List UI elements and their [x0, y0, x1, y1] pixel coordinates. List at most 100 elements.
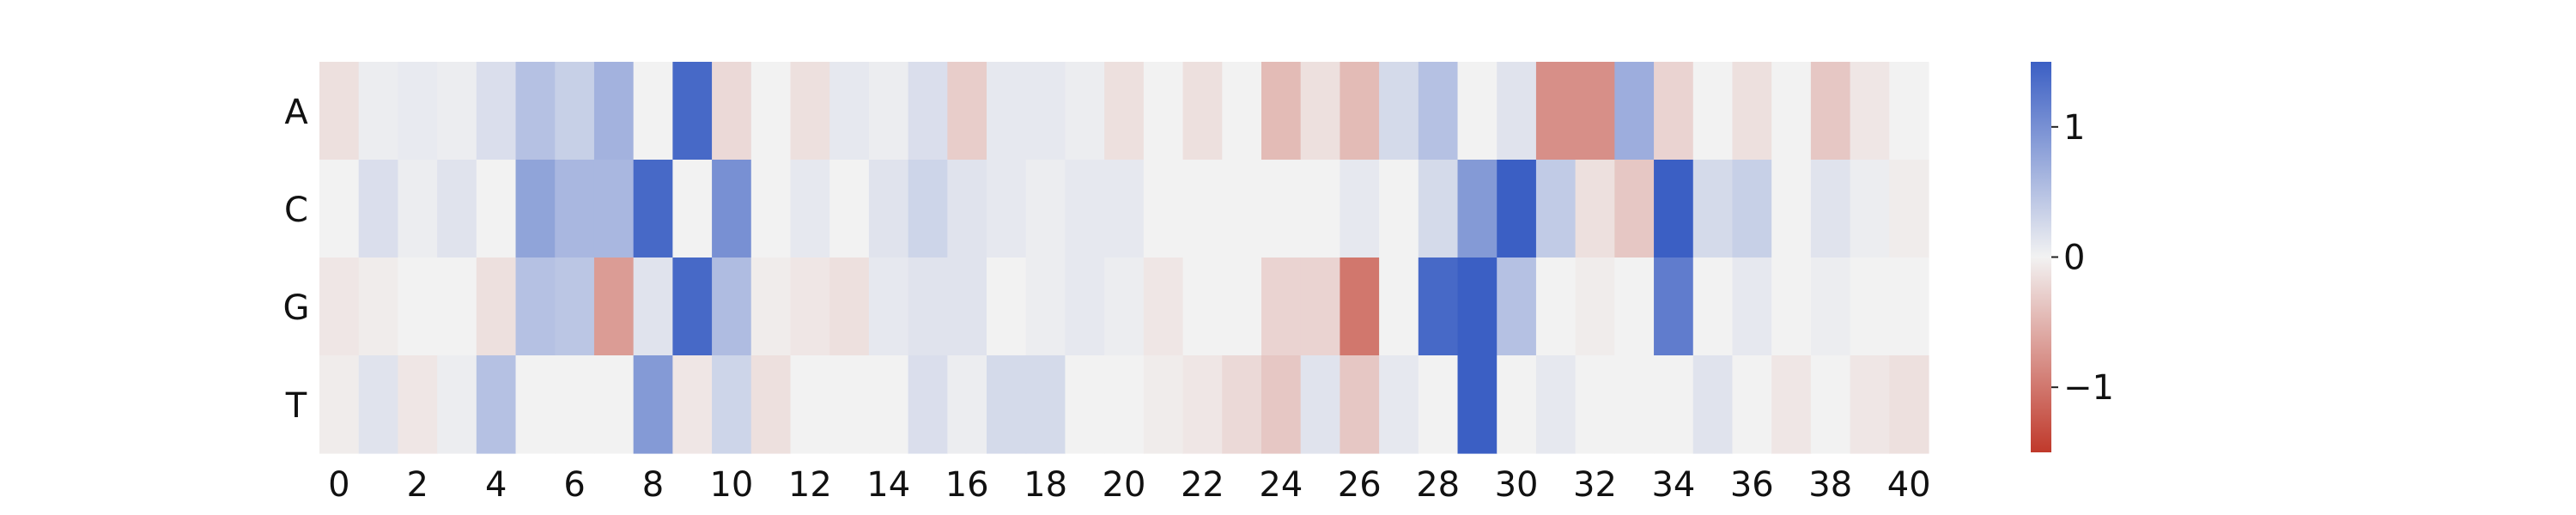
heatmap-cell-C-33 [1614, 160, 1655, 258]
heatmap-cell-G-23 [1222, 258, 1262, 356]
heatmap-cell-C-26 [1340, 160, 1380, 258]
heatmap-cell-C-40 [1889, 160, 1929, 258]
heatmap-cell-T-33 [1614, 355, 1655, 454]
heatmap-cell-C-20 [1104, 160, 1145, 258]
heatmap-cell-G-13 [829, 258, 870, 356]
heatmap-cell-C-8 [633, 160, 673, 258]
colorbar [2031, 62, 2051, 452]
heatmap-cell-A-7 [593, 62, 635, 161]
heatmap-cell-C-3 [437, 160, 477, 258]
heatmap-cell-G-20 [1104, 258, 1145, 356]
heatmap-cell-A-11 [750, 62, 792, 161]
heatmap-cell-T-32 [1575, 355, 1615, 454]
heatmap-cell-C-5 [515, 160, 556, 258]
heatmap-cell-G-9 [672, 258, 713, 356]
heatmap-cell-A-0 [319, 62, 360, 161]
row-label-C: C [284, 191, 308, 230]
heatmap-cell-G-3 [437, 258, 477, 356]
heatmap-cell-A-19 [1065, 62, 1105, 161]
heatmap-cell-T-26 [1340, 355, 1380, 454]
heatmap-cell-G-30 [1497, 258, 1537, 356]
heatmap-cell-A-28 [1418, 62, 1459, 161]
heatmap-cell-G-33 [1614, 258, 1655, 356]
x-tick-label-6: 6 [563, 465, 585, 505]
heatmap-cell-C-24 [1261, 160, 1302, 258]
heatmap-cell-C-30 [1497, 160, 1537, 258]
x-tick-label-22: 22 [1181, 465, 1224, 505]
heatmap-cell-A-1 [358, 62, 399, 161]
heatmap-cell-C-34 [1654, 160, 1694, 258]
heatmap-cell-A-38 [1810, 62, 1851, 161]
heatmap-cell-T-31 [1535, 355, 1577, 454]
heatmap-cell-C-1 [358, 160, 399, 258]
row-label-A: A [284, 93, 308, 132]
heatmap-cell-A-23 [1222, 62, 1262, 161]
heatmap-cell-T-28 [1418, 355, 1459, 454]
heatmap-cell-G-7 [593, 258, 635, 356]
heatmap-cell-A-2 [398, 62, 438, 161]
heatmap-cell-C-28 [1418, 160, 1459, 258]
heatmap-cell-T-25 [1300, 355, 1340, 454]
heatmap-cell-C-29 [1457, 160, 1498, 258]
x-tick-label-30: 30 [1495, 465, 1539, 505]
heatmap-cell-T-11 [750, 355, 792, 454]
heatmap-cell-G-24 [1261, 258, 1302, 356]
heatmap-cell-T-15 [908, 355, 948, 454]
heatmap-cell-A-5 [515, 62, 556, 161]
heatmap-cell-G-32 [1575, 258, 1615, 356]
heatmap-cell-T-36 [1732, 355, 1772, 454]
heatmap-cell-T-16 [947, 355, 987, 454]
heatmap-cell-C-10 [712, 160, 752, 258]
heatmap-cell-C-25 [1300, 160, 1340, 258]
heatmap-cell-T-2 [398, 355, 438, 454]
heatmap-cell-C-15 [908, 160, 948, 258]
heatmap-cell-T-39 [1850, 355, 1890, 454]
heatmap-cell-T-19 [1065, 355, 1105, 454]
heatmap-cell-A-21 [1143, 62, 1184, 161]
heatmap-cell-T-23 [1222, 355, 1262, 454]
heatmap-cell-C-27 [1379, 160, 1419, 258]
heatmap-cell-C-36 [1732, 160, 1772, 258]
colorbar-tick-label: 1 [2063, 108, 2085, 148]
heatmap-cell-G-36 [1732, 258, 1772, 356]
heatmap-cell-G-27 [1379, 258, 1419, 356]
heatmap-cell-A-33 [1614, 62, 1655, 161]
heatmap-cell-T-1 [358, 355, 399, 454]
heatmap-cell-T-7 [593, 355, 635, 454]
x-tick-label-12: 12 [788, 465, 832, 505]
heatmap-cell-A-17 [987, 62, 1027, 161]
heatmap-cell-G-22 [1182, 258, 1223, 356]
heatmap-cell-G-8 [633, 258, 673, 356]
heatmap-cell-T-35 [1692, 355, 1734, 454]
heatmap-cell-G-28 [1418, 258, 1459, 356]
row-labels: A C G T [283, 93, 310, 426]
heatmap-cell-G-37 [1771, 258, 1812, 356]
heatmap-cell-T-12 [790, 355, 830, 454]
heatmap-cell-C-9 [672, 160, 713, 258]
heatmap-cell-G-18 [1025, 258, 1066, 356]
heatmap-cell-C-4 [476, 160, 517, 258]
x-tick-label-28: 28 [1416, 465, 1460, 505]
heatmap-cell-A-24 [1261, 62, 1302, 161]
heatmap-cell-A-34 [1654, 62, 1694, 161]
heatmap-cell-C-6 [555, 160, 595, 258]
heatmap-cell-A-13 [829, 62, 870, 161]
x-tick-label-26: 26 [1338, 465, 1382, 505]
colorbar-tick-label: 0 [2063, 239, 2085, 278]
heatmap-cell-A-29 [1457, 62, 1498, 161]
heatmap-cell-C-18 [1025, 160, 1066, 258]
heatmap-cell-G-19 [1065, 258, 1105, 356]
heatmap-cell-T-30 [1497, 355, 1537, 454]
heatmap-cell-A-30 [1497, 62, 1537, 161]
x-tick-labels: 0 2 4 6 8 10 12 14 16 18 20 22 24 26 28 30 32 34 36 38 40 [328, 465, 1930, 505]
x-tick-label-14: 14 [866, 465, 910, 505]
heatmap-cell-A-25 [1300, 62, 1340, 161]
colorbar-tick-label: −1 [2063, 368, 2114, 408]
heatmap-cell-A-9 [672, 62, 713, 161]
heatmap-cell-G-11 [750, 258, 792, 356]
heatmap-cell-G-12 [790, 258, 830, 356]
heatmap-cell-A-14 [868, 62, 909, 161]
heatmap-cell-T-24 [1261, 355, 1302, 454]
heatmap-cell-T-9 [672, 355, 713, 454]
